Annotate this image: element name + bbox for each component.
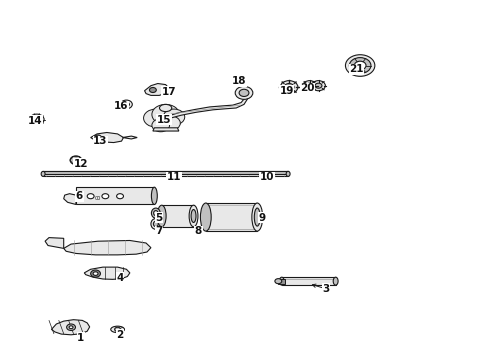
Circle shape bbox=[97, 136, 99, 139]
Text: 10: 10 bbox=[260, 172, 274, 182]
Circle shape bbox=[93, 272, 98, 275]
Text: 6: 6 bbox=[76, 191, 83, 201]
Circle shape bbox=[33, 117, 41, 122]
Ellipse shape bbox=[151, 187, 157, 204]
Text: 11: 11 bbox=[167, 172, 181, 182]
Bar bbox=[206, 203, 257, 231]
Circle shape bbox=[69, 326, 73, 329]
Circle shape bbox=[152, 119, 170, 132]
Ellipse shape bbox=[41, 171, 45, 176]
Circle shape bbox=[70, 156, 82, 165]
Circle shape bbox=[280, 81, 298, 94]
Circle shape bbox=[287, 85, 292, 89]
Polygon shape bbox=[145, 84, 169, 95]
Text: 2: 2 bbox=[117, 330, 123, 340]
Polygon shape bbox=[84, 267, 130, 279]
Circle shape bbox=[354, 61, 366, 70]
Text: 7: 7 bbox=[155, 226, 163, 236]
Bar bbox=[43, 171, 288, 176]
Circle shape bbox=[275, 279, 282, 284]
Circle shape bbox=[163, 109, 185, 125]
Text: 18: 18 bbox=[232, 76, 246, 86]
Ellipse shape bbox=[151, 208, 160, 218]
Polygon shape bbox=[122, 136, 137, 139]
Ellipse shape bbox=[153, 221, 158, 227]
Polygon shape bbox=[45, 238, 64, 248]
Text: 20: 20 bbox=[300, 83, 315, 93]
Ellipse shape bbox=[157, 205, 166, 227]
Text: 9: 9 bbox=[259, 213, 266, 223]
Bar bbox=[282, 277, 336, 285]
Text: 19: 19 bbox=[279, 86, 294, 96]
Ellipse shape bbox=[200, 203, 211, 231]
Ellipse shape bbox=[279, 277, 284, 285]
Circle shape bbox=[349, 58, 371, 73]
Circle shape bbox=[74, 158, 78, 162]
Circle shape bbox=[160, 115, 172, 124]
Text: 1: 1 bbox=[77, 333, 84, 343]
Text: 5: 5 bbox=[156, 213, 163, 223]
Circle shape bbox=[239, 89, 249, 96]
Circle shape bbox=[345, 55, 375, 76]
Text: 8: 8 bbox=[195, 226, 202, 236]
Polygon shape bbox=[64, 194, 76, 204]
Circle shape bbox=[312, 81, 325, 91]
Ellipse shape bbox=[151, 219, 161, 229]
Circle shape bbox=[284, 84, 294, 91]
Circle shape bbox=[117, 194, 123, 199]
Circle shape bbox=[235, 86, 253, 99]
Ellipse shape bbox=[160, 104, 172, 112]
Ellipse shape bbox=[333, 277, 338, 285]
Text: 16: 16 bbox=[114, 101, 129, 111]
Polygon shape bbox=[51, 320, 90, 335]
Circle shape bbox=[115, 327, 121, 332]
Text: 17: 17 bbox=[162, 87, 176, 97]
Polygon shape bbox=[171, 91, 247, 118]
Circle shape bbox=[95, 135, 101, 140]
Bar bbox=[43, 171, 288, 174]
Ellipse shape bbox=[252, 203, 263, 231]
Ellipse shape bbox=[254, 208, 260, 226]
Bar bbox=[162, 205, 194, 227]
Circle shape bbox=[67, 324, 75, 330]
Text: 21: 21 bbox=[349, 64, 364, 74]
Circle shape bbox=[315, 83, 322, 88]
Polygon shape bbox=[91, 132, 123, 143]
Circle shape bbox=[121, 100, 132, 109]
Ellipse shape bbox=[154, 211, 158, 216]
Text: 00: 00 bbox=[95, 196, 101, 201]
Circle shape bbox=[152, 104, 179, 125]
Text: 12: 12 bbox=[74, 159, 88, 169]
Bar bbox=[76, 187, 154, 204]
Circle shape bbox=[303, 81, 317, 91]
Text: 13: 13 bbox=[93, 136, 108, 146]
Circle shape bbox=[29, 114, 44, 125]
Text: 4: 4 bbox=[116, 273, 124, 283]
Text: 15: 15 bbox=[157, 114, 172, 125]
Circle shape bbox=[91, 270, 100, 277]
Polygon shape bbox=[153, 128, 179, 131]
Ellipse shape bbox=[191, 210, 196, 222]
Ellipse shape bbox=[286, 171, 290, 176]
Ellipse shape bbox=[189, 205, 198, 227]
Circle shape bbox=[87, 194, 94, 199]
Circle shape bbox=[306, 83, 313, 88]
Circle shape bbox=[144, 109, 168, 127]
Circle shape bbox=[123, 102, 129, 107]
Ellipse shape bbox=[111, 326, 124, 333]
Circle shape bbox=[102, 194, 109, 199]
Bar bbox=[278, 279, 285, 284]
Polygon shape bbox=[64, 240, 151, 255]
Text: 14: 14 bbox=[28, 116, 43, 126]
Circle shape bbox=[149, 87, 156, 93]
Text: 3: 3 bbox=[322, 284, 329, 294]
Circle shape bbox=[161, 116, 180, 130]
